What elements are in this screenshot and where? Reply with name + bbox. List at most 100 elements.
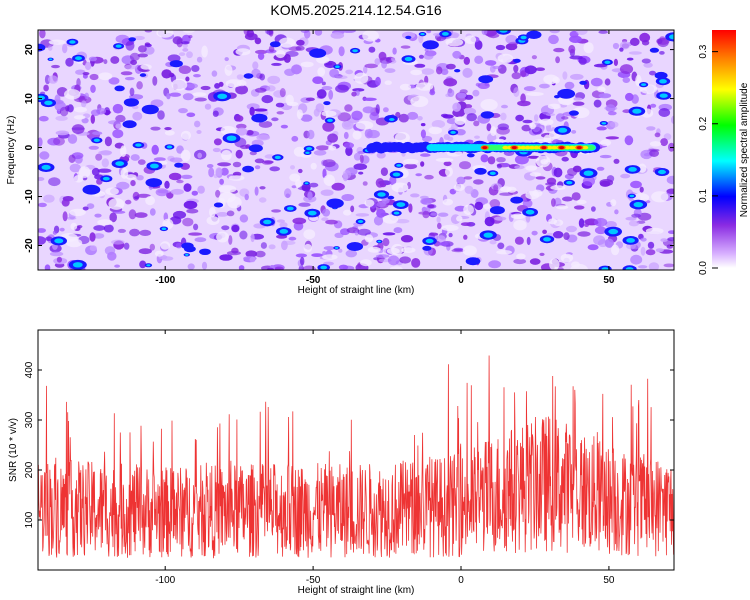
heatmap-cell — [513, 64, 519, 73]
heatmap-cell — [625, 216, 637, 221]
heatmap-cell — [54, 94, 61, 105]
heatmap-cell — [242, 165, 255, 173]
heatmap-cell — [414, 63, 426, 68]
colorbar-gradient — [712, 30, 736, 268]
heatmap-cell — [292, 217, 307, 225]
heatmap-cell — [54, 238, 64, 244]
heatmap-cell — [176, 145, 184, 154]
heatmap-cell — [216, 231, 229, 243]
heatmap-cell — [215, 167, 223, 177]
heatmap-cell — [275, 102, 285, 108]
heatmap-cell — [552, 76, 560, 84]
heatmap-cell — [464, 94, 474, 100]
heatmap-cell — [326, 198, 344, 209]
heatmap-cell — [330, 32, 345, 39]
heatmap-cell — [353, 163, 368, 170]
heatmap-cell — [110, 56, 120, 64]
heatmap-cell — [572, 101, 585, 106]
heatmap-cell — [61, 43, 68, 54]
heatmap-cell — [357, 220, 364, 223]
heatmap-cell — [261, 95, 274, 104]
heatmap-cell — [368, 46, 376, 53]
heatmap-cell — [283, 53, 291, 63]
heatmap-cell — [375, 254, 390, 259]
heatmap-cell — [310, 162, 317, 170]
heatmap-cell — [445, 166, 453, 177]
heatmap-cell — [415, 173, 423, 177]
heatmap-cell — [485, 60, 497, 66]
heatmap-cell — [553, 219, 564, 226]
heatmap-cell — [117, 228, 126, 233]
heatmap-cell — [614, 209, 619, 215]
heatmap-cell — [69, 40, 76, 44]
heatmap-cell — [90, 84, 96, 93]
heatmap-cell — [286, 101, 299, 107]
heatmap-cell — [144, 30, 152, 33]
heatmap-cell — [510, 213, 526, 220]
heatmap-cell — [216, 212, 229, 217]
heatmap-cell — [638, 265, 648, 269]
heatmap-cell — [645, 227, 664, 235]
heatmap-cell — [522, 199, 533, 208]
heatmap-cell — [392, 172, 401, 177]
heatmap-cell — [647, 241, 655, 249]
heatmap-cell — [628, 51, 642, 55]
heatmap-cell — [91, 167, 100, 176]
heatmap-cell — [183, 183, 192, 192]
heatmap-cell — [97, 219, 113, 226]
heatmap-cell — [447, 89, 455, 97]
heatmap-cell — [125, 174, 137, 180]
heatmap-cell — [338, 46, 345, 57]
heatmap-cell — [344, 104, 353, 112]
heatmap-cell — [271, 209, 282, 213]
heatmap-cell — [389, 118, 395, 121]
heatmap-cell — [363, 65, 368, 74]
heatmap-cell — [78, 166, 91, 178]
heatmap-cell — [651, 191, 669, 203]
heatmap-cell — [220, 125, 236, 135]
heatmap-cell — [393, 211, 400, 215]
heatmap-cell — [218, 81, 224, 87]
heatmap-cell — [555, 113, 565, 122]
heatmap-cell — [568, 110, 579, 116]
heatmap-cell — [276, 219, 285, 223]
heatmap-cell — [399, 256, 411, 264]
heatmap-cell — [341, 194, 355, 201]
heatmap-cell — [161, 69, 172, 79]
heatmap-cell — [67, 134, 78, 144]
heatmap-cell — [180, 149, 191, 162]
heatmap-cell — [399, 83, 412, 91]
heatmap-cell — [599, 179, 614, 187]
heatmap-cell — [239, 230, 248, 240]
heatmap-cell — [55, 115, 68, 121]
heatmap-cell — [352, 130, 362, 140]
heatmap-cell — [133, 35, 145, 41]
heatmap-cell — [255, 250, 266, 258]
heatmap-cell — [267, 75, 281, 85]
heatmap-cell — [604, 238, 614, 248]
x-tick-label: -100 — [155, 575, 175, 586]
heatmap-cell — [443, 134, 450, 140]
heatmap-cell — [362, 30, 379, 42]
heatmap-cell — [48, 177, 61, 187]
heatmap-cell — [420, 161, 425, 167]
heatmap-cell — [395, 219, 410, 224]
heatmap-cell — [322, 254, 338, 260]
heatmap-cell — [75, 56, 82, 61]
heatmap-cell — [436, 37, 441, 42]
heatmap-cell — [136, 175, 144, 181]
heatmap-cell — [375, 104, 380, 115]
heatmap-cell — [578, 57, 587, 65]
heatmap-cell — [108, 120, 121, 125]
heatmap-cell — [593, 217, 608, 227]
heatmap-cell — [511, 46, 516, 51]
y-tick-label: -20 — [24, 238, 35, 253]
heatmap-cell — [279, 229, 289, 234]
heatmap-cell — [376, 152, 386, 159]
heatmap-cell — [90, 114, 96, 124]
heatmap-cell — [139, 260, 147, 269]
heatmap-cell — [489, 240, 497, 245]
heatmap-cell — [97, 168, 112, 173]
heatmap-ylabel: Frequency (Hz) — [6, 116, 17, 185]
x-tick-label: 50 — [603, 575, 615, 586]
